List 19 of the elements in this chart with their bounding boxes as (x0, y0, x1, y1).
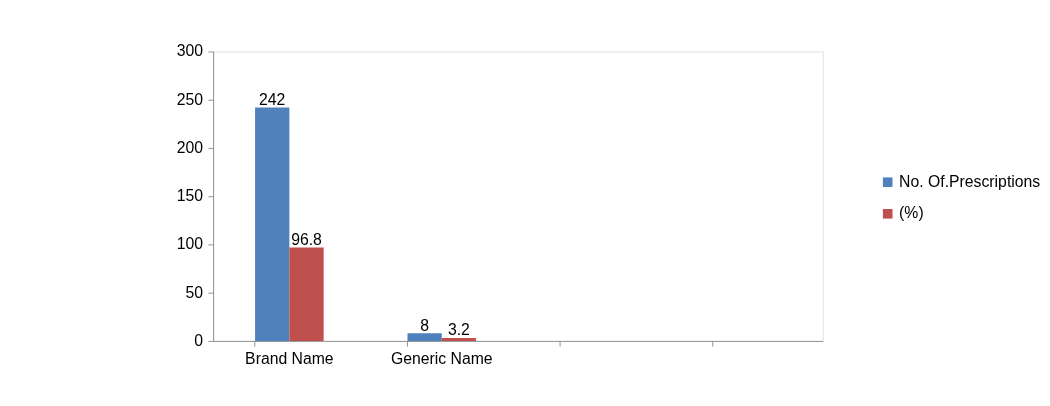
y-tick-label: 300 (176, 42, 204, 60)
data-label: 96.8 (291, 230, 323, 248)
data-label: 242 (259, 90, 286, 108)
y-tick-label: 0 (194, 331, 204, 349)
bar (441, 337, 477, 341)
y-tick-label: 50 (185, 283, 204, 301)
y-tick-label: 150 (176, 187, 204, 205)
bar (255, 107, 290, 341)
y-tick-label: 250 (176, 90, 204, 108)
y-tick-label: 100 (176, 235, 204, 253)
bar (289, 247, 324, 341)
x-tick-label: Brand Name (245, 350, 334, 368)
data-label: 3.2 (447, 321, 470, 339)
legend-label: (%) (899, 204, 924, 222)
x-tick-label: Generic Name (390, 350, 493, 368)
bar (407, 333, 442, 341)
y-tick-label: 200 (176, 138, 204, 156)
legend-label: No. Of.Prescriptions (899, 172, 1041, 190)
data-label: 8 (420, 316, 430, 334)
